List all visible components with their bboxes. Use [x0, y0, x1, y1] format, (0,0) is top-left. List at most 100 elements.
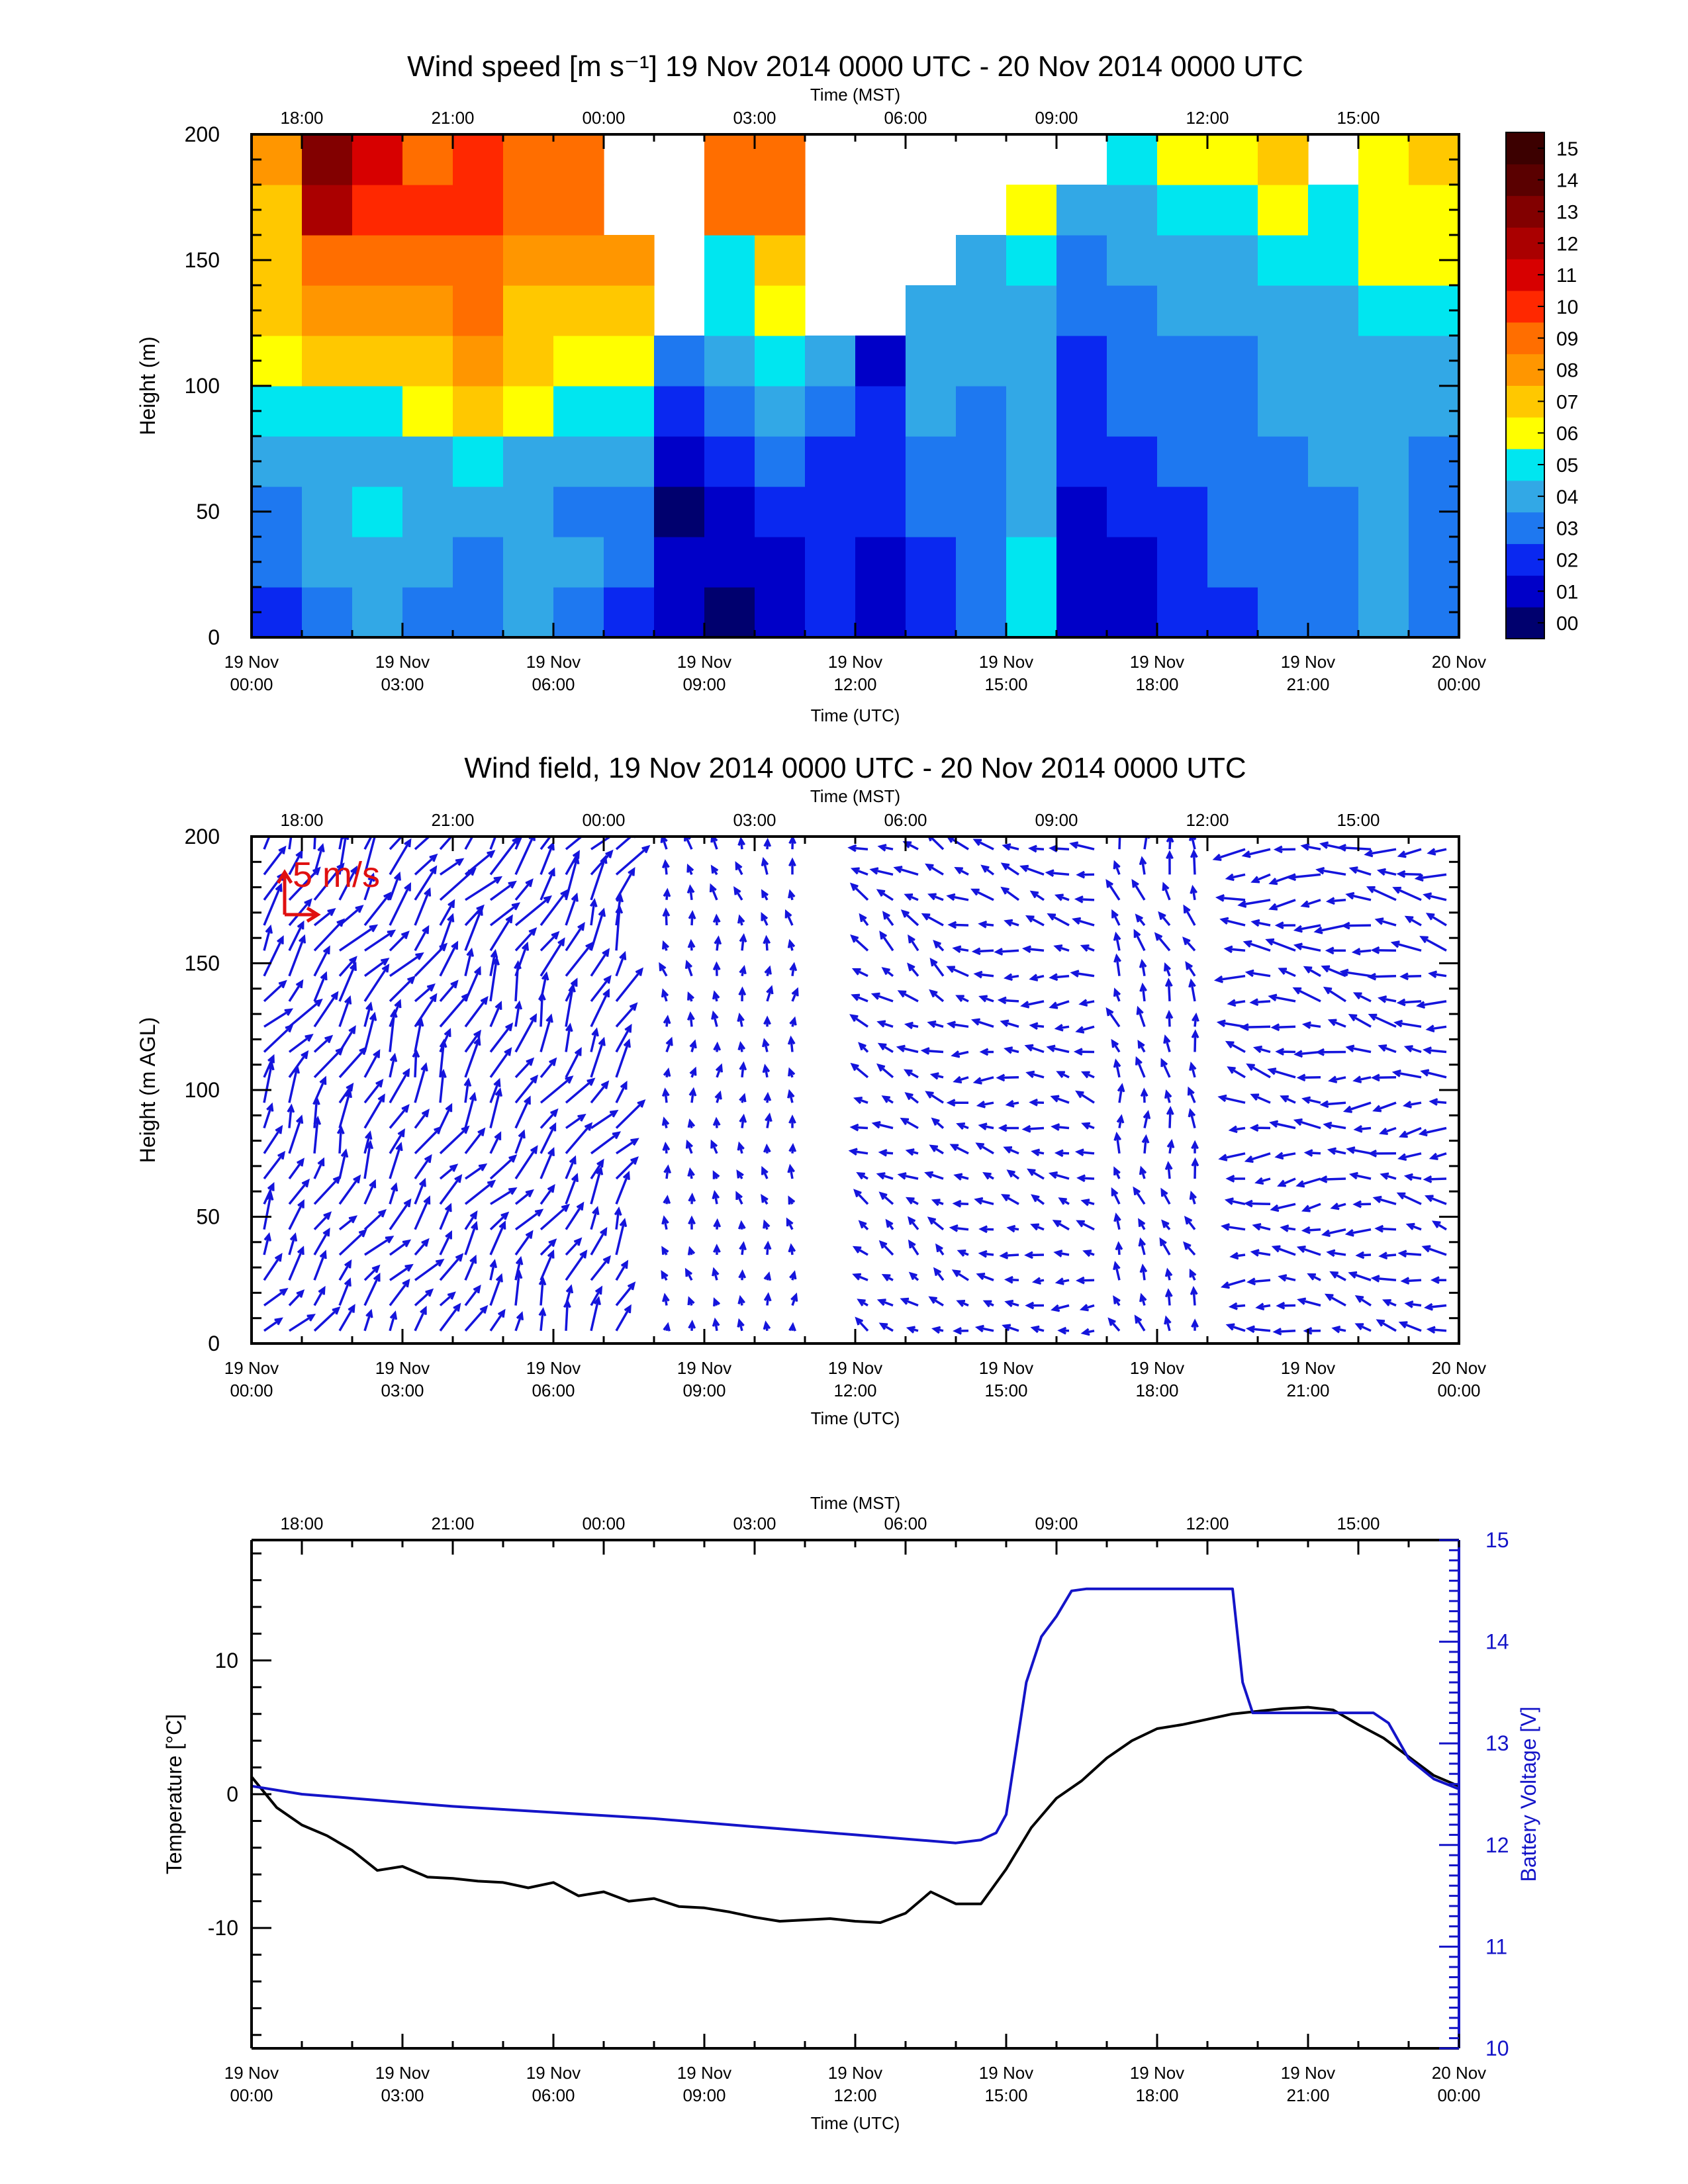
- heat-cell: [1006, 235, 1057, 286]
- heat-cell: [302, 285, 353, 336]
- utc-tick-date: 19 Nov: [1130, 652, 1184, 672]
- wind-arrow: [663, 1015, 671, 1027]
- wind-arrow: [1225, 873, 1246, 882]
- wind-arrow: [1318, 1175, 1346, 1183]
- wind-arrow: [1277, 1177, 1296, 1187]
- wind-arrow: [539, 1238, 557, 1256]
- wind-arrow: [737, 1141, 745, 1154]
- wind-arrow: [288, 1289, 305, 1306]
- temperature-panel: Time (MST) 18:00 21:00 00:00 03:00 06:00 09:0…: [162, 1493, 1540, 2133]
- wind-arrow: [338, 1174, 361, 1205]
- wind-arrow: [687, 1296, 695, 1306]
- wind-arrow: [288, 1033, 314, 1053]
- wind-arrow: [363, 1140, 374, 1179]
- heat-cell: [956, 486, 1007, 537]
- y-tick-label: 150: [185, 248, 220, 272]
- wind-arrow: [761, 912, 769, 926]
- wind-arrow: [763, 1271, 772, 1281]
- heat-cell: [1107, 336, 1158, 387]
- wind-arrow: [1154, 932, 1171, 952]
- wind-arrow: [1217, 1094, 1246, 1104]
- utc-tick-time: 15:00: [984, 674, 1027, 694]
- heat-cell: [553, 185, 604, 236]
- heat-cell: [1107, 185, 1158, 236]
- wind-arrow: [1392, 886, 1422, 901]
- heat-cell: [503, 235, 554, 286]
- heat-cell: [1308, 537, 1359, 588]
- heat-cell: [1207, 235, 1258, 286]
- wind-arrow: [489, 1087, 503, 1128]
- wind-arrow: [1301, 1021, 1321, 1029]
- wind-arrow: [788, 857, 796, 875]
- wind-arrow: [338, 1148, 349, 1179]
- wind-arrow: [1244, 969, 1271, 978]
- wind-arrow: [710, 837, 718, 850]
- wind-arrow: [313, 1157, 325, 1179]
- y2-tick-label: 14: [1485, 1630, 1509, 1654]
- wind-arrow: [489, 1001, 502, 1027]
- utc-tick-date: 19 Nov: [1281, 1358, 1335, 1378]
- heat-cell: [352, 134, 403, 185]
- wind-arrow: [288, 898, 312, 927]
- wind-arrow: [1185, 961, 1196, 977]
- wind-arrow: [663, 887, 671, 900]
- heat-cell: [1258, 185, 1309, 236]
- wind-arrow: [1190, 848, 1198, 875]
- wind-arrow: [389, 1142, 403, 1179]
- voltage-y-tick-labels: 15 14 13 12 11 10: [1485, 1528, 1509, 2060]
- mst-tick-label: 18:00: [280, 1514, 323, 1533]
- wind-arrow: [539, 1108, 559, 1129]
- wind-arrow: [263, 1054, 275, 1078]
- wind-arrow: [1191, 1318, 1199, 1331]
- wind-arrow: [928, 1296, 944, 1306]
- heat-cell: [1358, 235, 1409, 286]
- wind-arrow: [389, 952, 424, 978]
- heat-cell: [1358, 134, 1409, 185]
- wind-arrow: [1397, 1250, 1422, 1258]
- wind-arrow: [1271, 1245, 1296, 1256]
- utc-tick-date: 19 Nov: [1130, 1358, 1184, 1378]
- heat-cell: [755, 537, 806, 588]
- wind-arrow: [590, 1165, 604, 1205]
- wind-arrow: [900, 1297, 919, 1307]
- wind-arrow: [684, 960, 693, 977]
- heat-cell: [1157, 587, 1208, 637]
- heat-cell: [1308, 486, 1359, 537]
- wind-arrow: [463, 1077, 472, 1103]
- temperature-line: [252, 1706, 1459, 1924]
- wind-arrow: [1378, 1251, 1397, 1260]
- wind-arrow: [1190, 1285, 1198, 1306]
- wind-arrow: [1138, 1237, 1147, 1255]
- wind-arrow: [1428, 970, 1447, 979]
- wind-arrow: [1348, 1014, 1372, 1028]
- wind-arrow: [1190, 884, 1198, 901]
- heat-cell: [402, 386, 453, 437]
- wind-arrow: [1020, 1000, 1045, 1009]
- utc-tick-time: 09:00: [682, 1381, 726, 1400]
- y-tick-label: 100: [185, 1078, 220, 1102]
- wind-arrow: [908, 1271, 919, 1281]
- wind-arrow: [539, 867, 555, 901]
- wind-arrow: [1105, 1007, 1121, 1028]
- wind-arrow: [439, 979, 459, 1003]
- heat-cell: [503, 386, 554, 437]
- heat-cell: [352, 537, 403, 588]
- wind-arrow: [1076, 1220, 1095, 1231]
- wind-arrow: [1424, 1195, 1447, 1205]
- wind-arrow: [876, 1020, 894, 1028]
- wind-arrow: [615, 1170, 630, 1205]
- wind-arrow: [363, 1308, 373, 1332]
- wind-arrow: [414, 1177, 426, 1205]
- wind-arrow: [1276, 1301, 1296, 1310]
- wind-arrow: [363, 1079, 384, 1104]
- wind-arrow: [1134, 1314, 1146, 1332]
- heat-cell: [302, 386, 353, 437]
- wind-arrow: [665, 1036, 673, 1053]
- wind-arrow: [1250, 1249, 1271, 1257]
- wind-arrow: [947, 837, 969, 850]
- wind-arrow: [1025, 1301, 1045, 1310]
- wind-arrow: [739, 964, 747, 977]
- wind-arrow: [905, 1197, 919, 1205]
- wind-arrow: [313, 971, 328, 1002]
- wind-arrow: [1368, 1150, 1397, 1158]
